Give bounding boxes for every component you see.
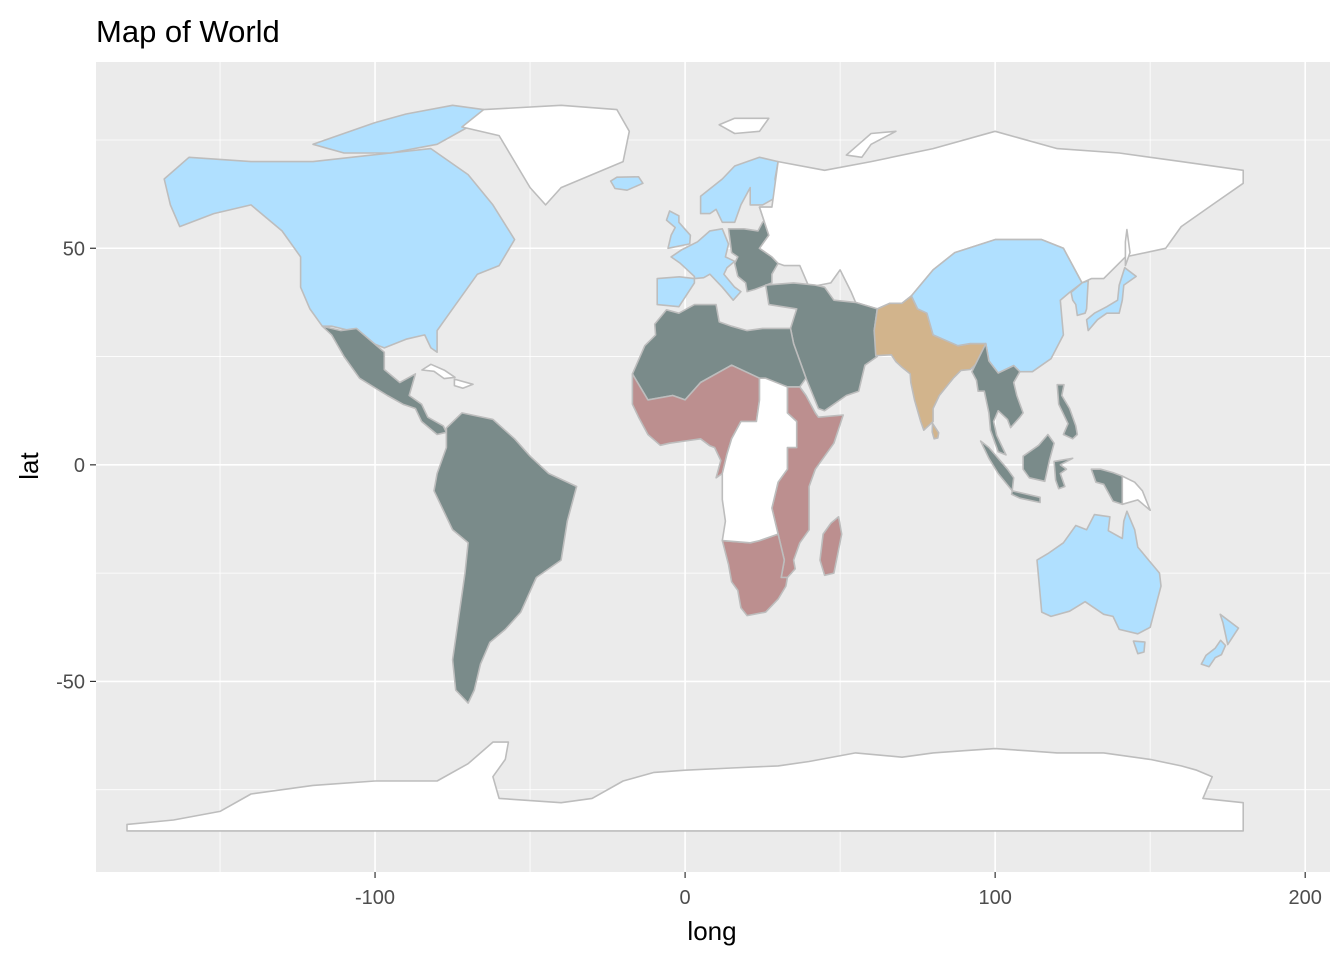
region-svalbard <box>718 117 770 135</box>
x-tick-label: 100 <box>978 887 1011 909</box>
region-mexico-central-america <box>321 325 448 436</box>
region-japan <box>1085 266 1137 332</box>
region-sumatra <box>979 440 1015 492</box>
region-south-america <box>433 412 578 704</box>
region-western-europe <box>656 228 742 308</box>
region-british-isles <box>665 210 692 250</box>
region-antarctica <box>126 741 1244 832</box>
y-tick-label: 0 <box>74 455 85 477</box>
y-tick-label: 50 <box>63 238 85 260</box>
region-north-america <box>163 147 516 353</box>
region-madagascar <box>819 516 843 577</box>
region-new-zealand-north <box>1219 613 1240 646</box>
region-sakhalin <box>1124 228 1131 267</box>
region-southeast-asia <box>971 342 1024 456</box>
region-philippines <box>1056 383 1079 440</box>
region-novaya-zemlya <box>845 130 897 159</box>
region-scandinavia <box>699 156 779 224</box>
y-axis-ticks: -50 0 50 <box>56 238 96 693</box>
region-china <box>910 238 1083 374</box>
region-central-africa-white <box>721 377 798 544</box>
region-iceland <box>609 176 644 191</box>
region-sulawesi <box>1053 457 1074 490</box>
x-tick-label: 0 <box>680 887 691 909</box>
region-cuba <box>421 363 456 380</box>
x-axis-title: long <box>687 916 736 946</box>
region-java <box>1010 490 1041 504</box>
region-new-zealand-south <box>1200 639 1227 668</box>
region-greenland <box>461 104 631 206</box>
x-axis-ticks: -100 0 100 200 <box>355 872 1322 909</box>
chart-title: Map of World <box>96 14 280 49</box>
region-borneo <box>1022 433 1055 483</box>
region-korea <box>1070 279 1089 317</box>
y-tick-label: -50 <box>56 671 85 693</box>
map-regions <box>126 104 1244 832</box>
region-hispaniola <box>453 378 474 389</box>
region-tasmania <box>1132 640 1146 655</box>
x-tick-label: 200 <box>1289 887 1322 909</box>
region-sri-lanka <box>931 422 940 440</box>
region-papua-new-guinea <box>1121 475 1151 512</box>
y-axis-title: lat <box>14 451 44 479</box>
region-australia <box>1036 510 1162 635</box>
x-tick-label: -100 <box>355 887 395 909</box>
